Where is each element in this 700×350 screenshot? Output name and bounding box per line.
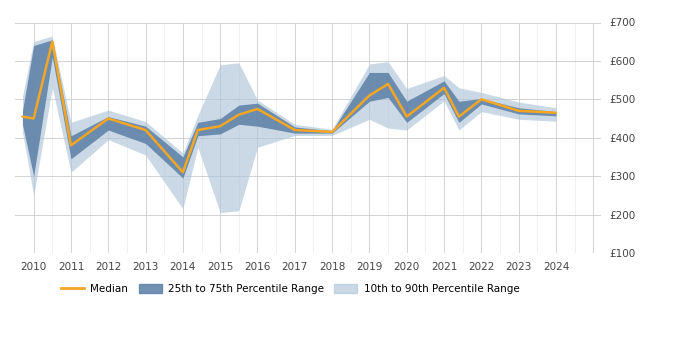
Legend: Median, 25th to 75th Percentile Range, 10th to 90th Percentile Range: Median, 25th to 75th Percentile Range, 1…: [57, 280, 524, 299]
